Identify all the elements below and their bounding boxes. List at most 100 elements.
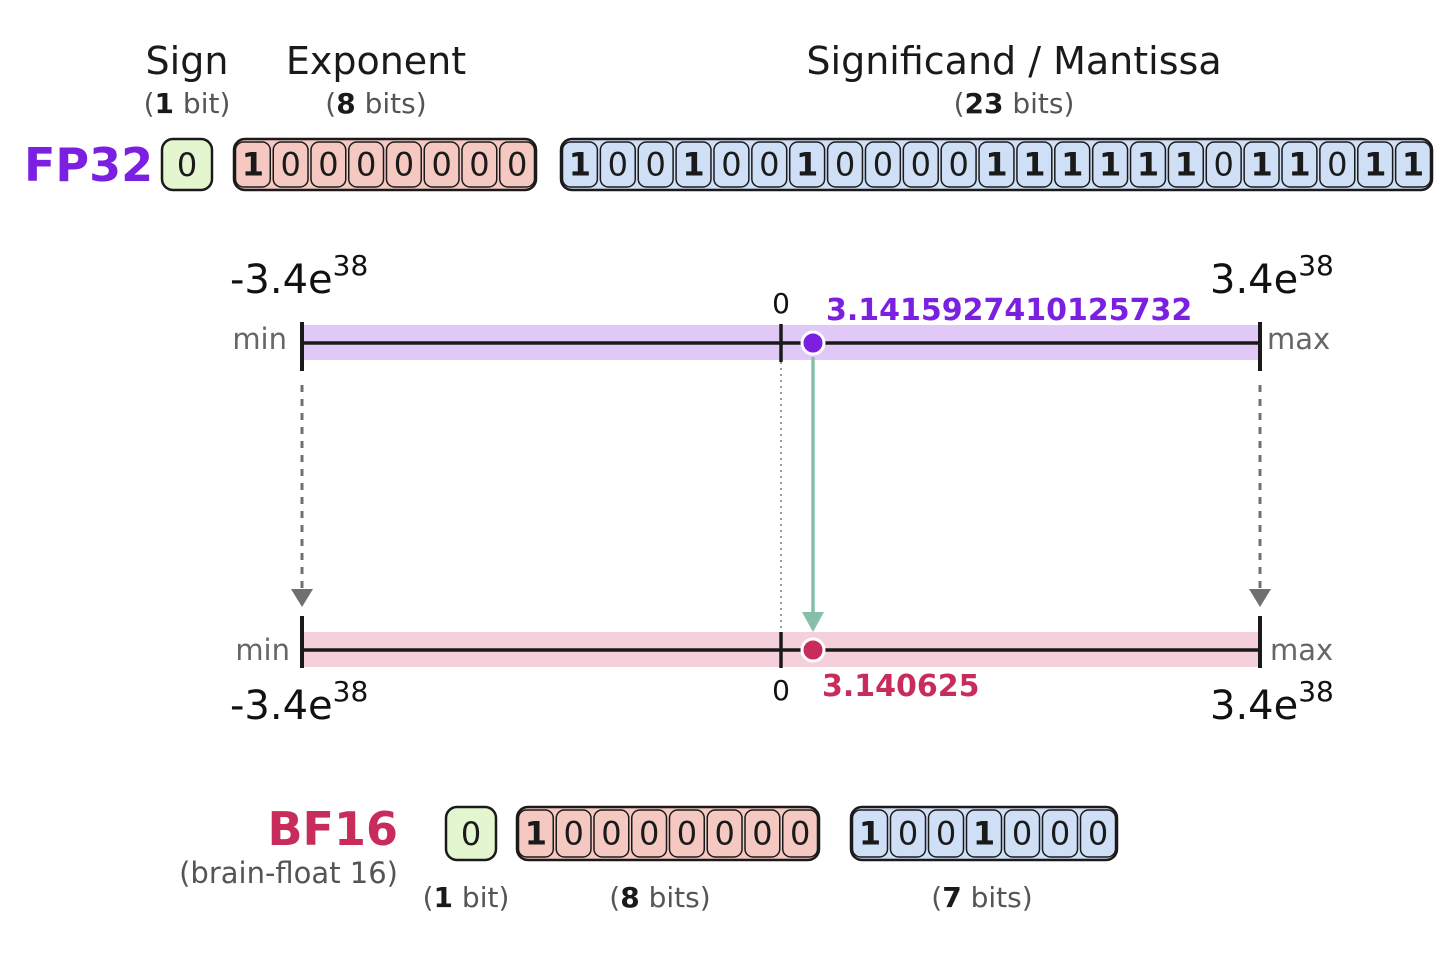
exponent-bit-unit: bits <box>365 87 416 120</box>
fp32-exponent-cell <box>423 141 460 188</box>
fp32-exponent-cell <box>499 141 536 188</box>
fp32-mantissa-bit: 0 <box>608 146 628 184</box>
fp32-mantissa-bit: 0 <box>1214 146 1234 184</box>
min-connector-arrowhead <box>291 589 313 607</box>
bf16-value-dot <box>800 637 826 663</box>
bf16-min-exp: 38 <box>333 675 369 708</box>
fp32-mantissa-cell <box>675 141 712 188</box>
fp32-mantissa-bit: 0 <box>948 146 968 184</box>
exponent-bits-caption: (8 bits) <box>325 87 426 120</box>
fp32-mantissa-cell <box>940 141 977 188</box>
fp32-exponent-bit: 0 <box>280 146 300 184</box>
bf16-exponent-cell <box>517 809 554 858</box>
fp32-mantissa-bit: 1 <box>682 146 704 184</box>
bf16-exponent-cell <box>555 809 592 858</box>
bf16-exponent-cell <box>593 809 630 858</box>
bf16-exponent-cell <box>668 809 705 858</box>
fp32-mantissa-bit: 0 <box>873 146 893 184</box>
fp32-mantissa-bit: 0 <box>721 146 741 184</box>
bf16-exponent-bit: 0 <box>714 815 734 853</box>
fp32-mantissa-cell <box>561 141 599 188</box>
bf16-exponent-bit: 1 <box>525 815 547 853</box>
fp32-mantissa-cell <box>1319 141 1356 188</box>
fp32-mantissa-bit: 1 <box>1402 146 1424 184</box>
bf16-mantissa-bit: 0 <box>1088 815 1108 853</box>
bf16-max-exp: 38 <box>1298 675 1334 708</box>
bf16-value-label: 3.140625 <box>822 669 980 704</box>
fp32-mantissa-cell <box>1394 141 1432 188</box>
top-headers: Sign (1 bit) Exponent (8 bits) Significa… <box>144 39 1222 120</box>
bf16-sign-box <box>444 805 498 862</box>
fp32-mantissa-cell <box>1167 141 1205 188</box>
bf16-mantissa-box <box>849 805 1119 862</box>
fp32-min-base: -3.4e <box>230 257 333 303</box>
conversion-arrowhead <box>802 612 824 632</box>
bf16-exponent-bit: 0 <box>563 815 583 853</box>
fp32-mantissa-bit: 1 <box>796 146 818 184</box>
max-connector-arrowhead <box>1249 589 1271 607</box>
bf16-mantissa-cell <box>889 809 927 858</box>
fp32-exponent-bit: 0 <box>394 146 414 184</box>
sign-bits-caption: (1 bit) <box>144 87 231 120</box>
bf16-exponent-bit: 0 <box>601 815 621 853</box>
range-diagram: -3.4e38 3.4e38 min max 0 3.1415927410125… <box>230 249 1334 729</box>
bf16-zero-label: 0 <box>772 674 790 707</box>
bf16-exponent-bit-unit: bits <box>649 881 700 914</box>
exponent-bit-count: 8 <box>336 87 355 120</box>
fp32-mantissa-cell <box>788 141 826 188</box>
fp32-mantissa-cell <box>1243 141 1280 188</box>
bf16-max-label: max <box>1270 633 1333 667</box>
fp32-mantissa-bit: 1 <box>1061 146 1083 184</box>
fp32-mantissa-cell <box>637 141 674 188</box>
fp32-mantissa-bit: 0 <box>645 146 665 184</box>
fp32-mantissa-cell <box>1091 141 1129 188</box>
bf16-sublabel: (brain-float 16) <box>179 856 398 890</box>
bf16-exponent-cell <box>782 809 819 858</box>
bf16-exponent-cell <box>631 809 668 858</box>
bf16-mantissa-bit: 1 <box>859 815 881 853</box>
fp32-label: FP32 <box>24 138 153 192</box>
fp32-exponent-box <box>232 137 538 192</box>
fp32-max-label: max <box>1267 322 1330 356</box>
bf16-mantissa-cell <box>1079 809 1117 858</box>
fp32-mantissa-cell <box>1054 141 1091 188</box>
fp32-sign-box <box>160 137 214 192</box>
bf16-max-base: 3.4e <box>1210 683 1298 729</box>
fp32-mantissa-cell <box>1129 141 1167 188</box>
bf16-mantissa-bit: 0 <box>1050 815 1070 853</box>
fp32-max-base: 3.4e <box>1210 257 1298 303</box>
fp32-mantissa-bit: 0 <box>1327 146 1347 184</box>
sign-bit-count: 1 <box>155 87 174 120</box>
fp32-mantissa-cell <box>713 141 750 188</box>
sign-header: Sign <box>146 39 229 83</box>
mantissa-bit-count: 23 <box>965 87 1004 120</box>
bf16-sign-group: 0 <box>444 805 498 862</box>
bf16-exponent-bit: 0 <box>677 815 697 853</box>
fp32-min-exp: 38 <box>333 249 369 282</box>
bf16-mantissa-cell <box>1041 809 1079 858</box>
fp32-mantissa-cell <box>826 141 864 188</box>
fp32-exponent-cell <box>385 141 422 188</box>
fp32-mantissa-bit: 1 <box>1288 146 1310 184</box>
fp32-zero-label: 0 <box>772 287 790 320</box>
bf16-sign-bit-unit: bit <box>462 881 499 914</box>
bf16-exponent-bit-count: 8 <box>620 881 639 914</box>
bf16-sign-bits-caption: (1 bit) <box>423 881 510 914</box>
bf16-mantissa-cell <box>1003 809 1041 858</box>
fp32-min-label: min <box>232 322 287 356</box>
bf16-mantissa-bit: 1 <box>973 815 995 853</box>
fp32-mantissa-bit: 1 <box>1099 146 1121 184</box>
fp32-mantissa-cell <box>978 141 1015 188</box>
fp32-value-dot <box>800 330 826 356</box>
bf16-mantissa-bit: 0 <box>936 815 956 853</box>
exponent-header: Exponent <box>286 39 466 83</box>
fp32-max-exp: 38 <box>1298 249 1334 282</box>
fp32-exponent-bit: 0 <box>356 146 376 184</box>
fp32-exponent-bit: 0 <box>431 146 451 184</box>
fp32-mantissa-cell <box>1016 141 1053 188</box>
bf16-exponent-box <box>515 805 821 862</box>
